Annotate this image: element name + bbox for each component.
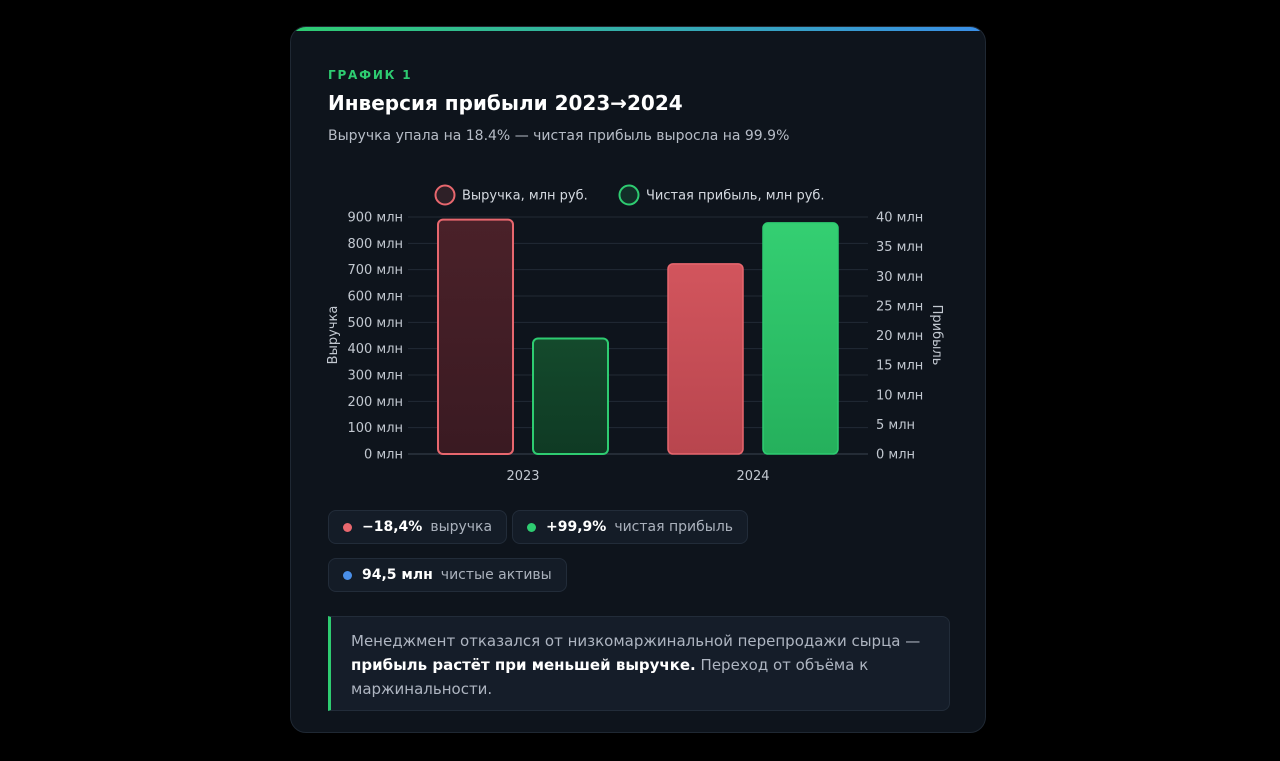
stat-label: чистая прибыль	[614, 519, 734, 535]
bar-revenue	[437, 218, 514, 456]
y-tick-label-left: 300 млн	[347, 369, 403, 384]
y-tick-label-right: 0 млн	[876, 448, 915, 463]
commentary-note: Менеджмент отказался от низкомаржинально…	[328, 616, 950, 711]
y-axis-title-right: Прибыль	[929, 305, 944, 366]
y-tick-label-right: 30 млн	[876, 270, 923, 285]
stat-label: чистые активы	[440, 567, 552, 583]
note-highlight: прибыль растёт при меньшей выручке.	[351, 656, 696, 674]
y-tick-label-right: 5 млн	[876, 418, 915, 433]
y-tick-label-right: 15 млн	[876, 359, 923, 374]
y-tick-label-left: 900 млн	[347, 211, 403, 226]
bar-chart: 0 млн 100 млн 200 млн 300 млн 400 млн 500 млн…	[326, 184, 944, 484]
legend-label: Чистая прибыль, млн руб.	[646, 189, 825, 204]
bar-profit	[762, 222, 839, 455]
stat-pill-profit: +99,9% чистая прибыль	[512, 510, 749, 544]
y-tick-label-left: 700 млн	[347, 263, 403, 278]
chart-subtitle: Выручка упала на 18.4% — чистая прибыль …	[328, 128, 790, 144]
chart-eyebrow: ГРАФИК 1	[328, 68, 413, 82]
stat-dot	[343, 570, 352, 580]
bar-profit	[532, 337, 609, 455]
legend-swatch	[618, 184, 640, 206]
y-tick-label-right: 10 млн	[876, 388, 923, 403]
y-tick-label-left: 500 млн	[347, 316, 403, 331]
x-tick-label: 2023	[506, 469, 539, 484]
stat-label: выручка	[430, 519, 493, 535]
x-tick-label: 2024	[736, 469, 769, 484]
chart-card: ГРАФИК 1 Инверсия прибыли 2023→2024 Выру…	[290, 26, 986, 733]
y-tick-label-right: 40 млн	[876, 211, 923, 226]
y-tick-label-left: 400 млн	[347, 342, 403, 357]
stat-value: −18,4%	[362, 519, 423, 535]
y-tick-label-left: 200 млн	[347, 395, 403, 410]
y-tick-label-right: 35 млн	[876, 240, 923, 255]
stat-pill-assets: 94,5 млн чистые активы	[328, 558, 567, 592]
note-text-start: Менеджмент отказался от низкомаржинально…	[351, 632, 921, 650]
chart-title: Инверсия прибыли 2023→2024	[328, 91, 683, 115]
y-tick-label-right: 25 млн	[876, 299, 923, 314]
bar-revenue	[667, 263, 744, 455]
y-tick-label-right: 20 млн	[876, 329, 923, 344]
card-accent-bar	[291, 27, 985, 31]
stat-value: +99,9%	[546, 519, 607, 535]
y-tick-label-left: 100 млн	[347, 421, 403, 436]
legend-swatch	[434, 184, 456, 206]
legend-label: Выручка, млн руб.	[462, 189, 588, 204]
stat-dot	[527, 522, 536, 532]
stat-value: 94,5 млн	[362, 567, 433, 583]
stat-dot	[343, 522, 352, 532]
stat-pill-revenue: −18,4% выручка	[328, 510, 508, 544]
note-text-end: Переход от объёма к маржинальности.	[351, 656, 869, 698]
y-axis-title-left: Выручка	[326, 306, 341, 365]
y-tick-label-left: 0 млн	[364, 448, 403, 463]
y-tick-label-left: 800 млн	[347, 237, 403, 252]
y-tick-label-left: 600 млн	[347, 290, 403, 305]
